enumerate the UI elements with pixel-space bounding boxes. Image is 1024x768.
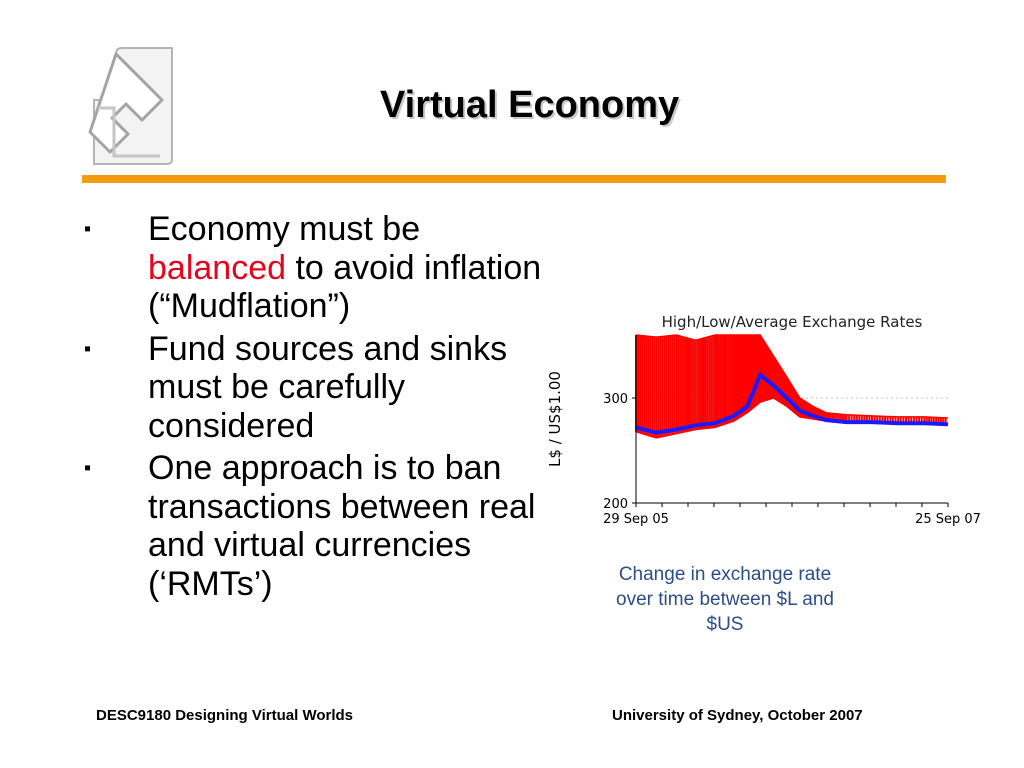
university-arrow-logo-icon: [88, 47, 173, 165]
chart-caption: Change in exchange rate over time betwee…: [616, 564, 834, 635]
square-bullet-icon: ▪: [84, 337, 92, 360]
slide-title: Virtual Economy: [380, 84, 680, 126]
square-bullet-icon: ▪: [84, 457, 92, 479]
y-axis-label: L$ / US$1.00: [546, 371, 564, 467]
bullet-list: ▪ Economy must be balanced to avoid infl…: [76, 210, 546, 607]
series-line-high: [635, 334, 949, 419]
bullet-text-continued: to avoid inflation (“Mudflation”): [148, 248, 542, 326]
logo: [86, 44, 176, 166]
bullet-item: ▪ One approach is to ban transactions be…: [76, 449, 546, 603]
bullet-text: Economy must be: [148, 210, 421, 248]
bullet-item: ▪ Fund sources and sinks must be careful…: [76, 330, 546, 446]
y-tick-label: 200: [603, 497, 628, 512]
highlight-text: balanced: [148, 248, 287, 287]
footer-course: DESC9180 Designing Virtual Worlds: [96, 707, 354, 724]
title-divider: [82, 175, 946, 183]
bullet-item: ▪ Economy must be balanced to avoid infl…: [76, 210, 546, 326]
chart-canvas: High/Low/Average Exchange Rates L$ / US$1…: [546, 313, 981, 527]
chart-title: High/Low/Average Exchange Rates: [662, 313, 923, 331]
exchange-rate-chart: High/Low/Average Exchange Rates L$ / US$1…: [532, 305, 992, 545]
y-tick-label: 300: [603, 392, 628, 407]
bullet-text: Fund sources and sinks must be carefully…: [148, 329, 508, 445]
square-bullet-icon: ▪: [84, 218, 92, 240]
footer-institution: University of Sydney, October 2007: [612, 707, 863, 724]
x-tick-label: 29 Sep 05: [603, 512, 669, 527]
series-line-average: [635, 371, 949, 435]
bullet-text: One approach is to ban transactions betw…: [148, 449, 536, 603]
x-tick-label: 25 Sep 07: [915, 512, 981, 527]
